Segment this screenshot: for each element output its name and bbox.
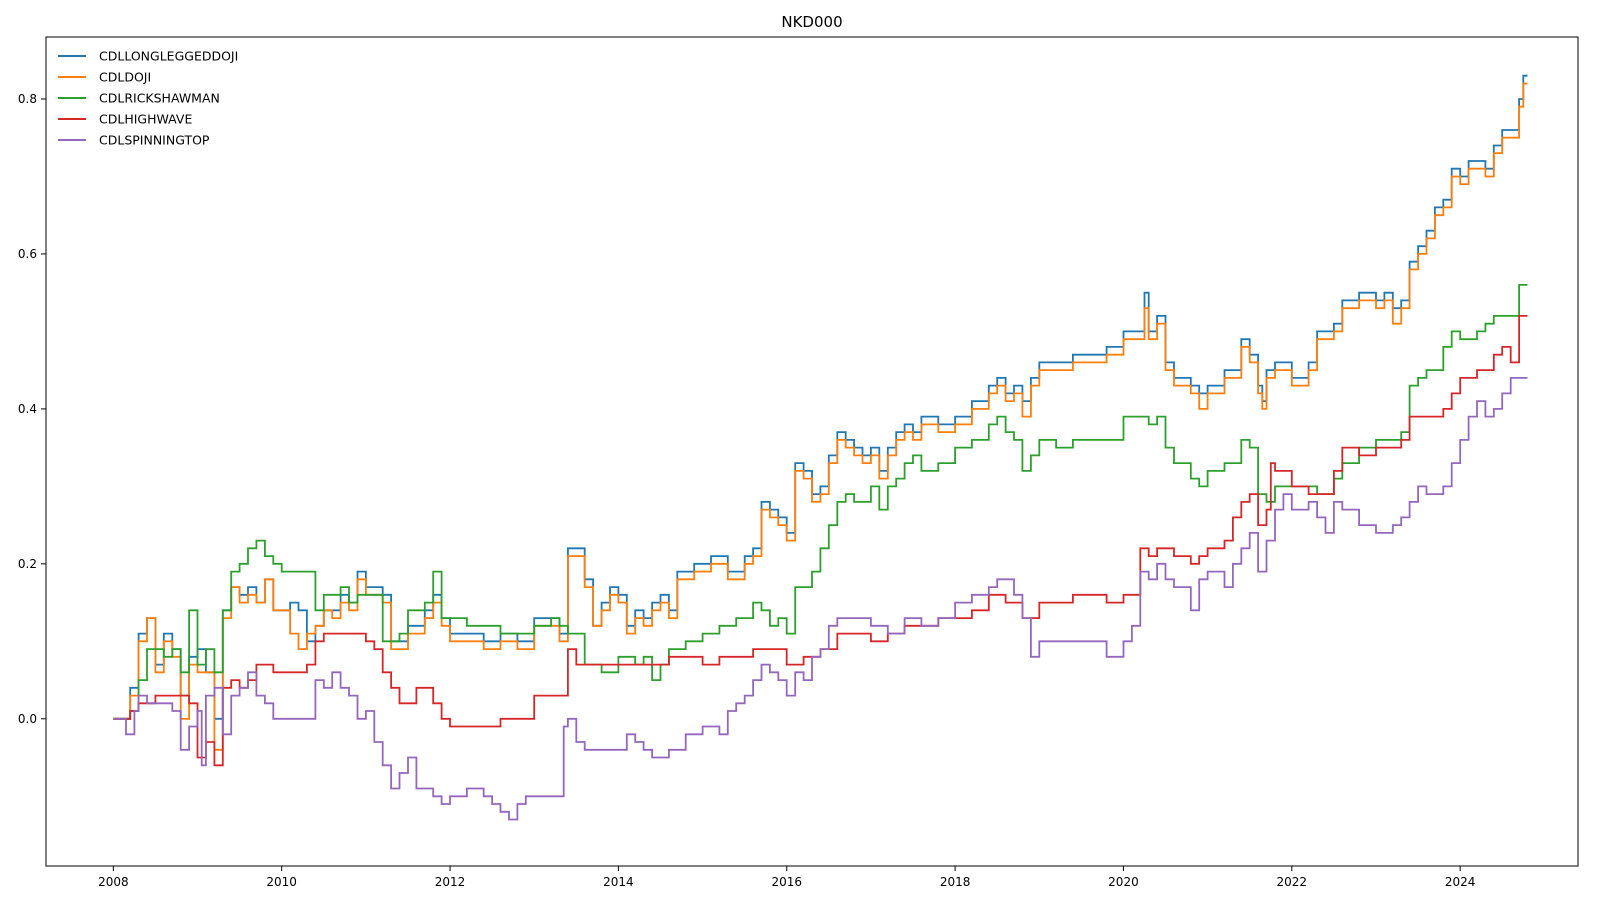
x-tick-label: 2014	[603, 875, 634, 889]
x-tick-label: 2008	[98, 875, 129, 889]
legend-label: CDLSPINNINGTOP	[99, 133, 210, 148]
legend: CDLLONGLEGGEDDOJI CDLDOJI CDLRICKSHAWMAN CD…	[58, 49, 238, 148]
y-tick-label: 0.8	[18, 92, 37, 106]
x-tick-label: 2018	[940, 875, 971, 889]
legend-label: CDLLONGLEGGEDDOJI	[99, 49, 238, 64]
plot-frame	[45, 36, 1579, 867]
series-line-cdlhighwave	[113, 315, 1528, 767]
series-line-cdlrickshawman	[113, 284, 1528, 720]
series-line-cdlspinningtop	[113, 377, 1528, 821]
y-tick-label: 0.4	[18, 402, 37, 416]
series-line-cdldoji	[113, 82, 1528, 751]
chart-title: NKD000	[781, 13, 842, 31]
x-tick-label: 2016	[771, 875, 802, 889]
y-tick-label: 0.6	[18, 247, 37, 261]
x-tick-label: 2010	[266, 875, 297, 889]
legend-label: CDLDOJI	[99, 70, 151, 85]
x-tick-label: 2020	[1108, 875, 1139, 889]
legend-label: CDLHIGHWAVE	[99, 112, 192, 127]
x-tick-label: 2012	[435, 875, 466, 889]
y-tick-label: 0.2	[18, 557, 37, 571]
plot-lines	[113, 74, 1528, 821]
x-tick-label: 2024	[1445, 875, 1476, 889]
x-tick-label: 2022	[1277, 875, 1308, 889]
legend-label: CDLRICKSHAWMAN	[99, 91, 220, 106]
axes: 2008 2010 2012 2014 2016 2018 2020 2022 2024 0.0 0…	[18, 36, 1579, 889]
y-tick-label: 0.0	[18, 712, 37, 726]
